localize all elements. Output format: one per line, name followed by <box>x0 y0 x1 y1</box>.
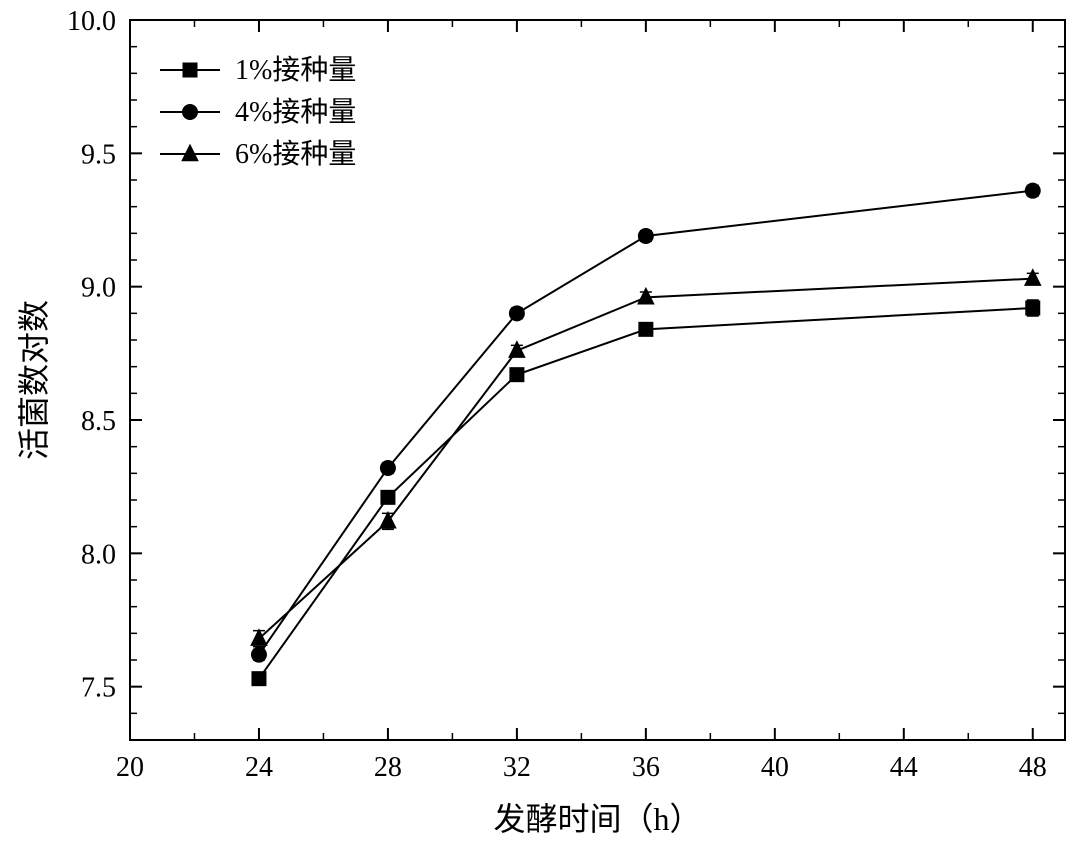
data-marker <box>509 306 524 321</box>
y-tick-label: 9.0 <box>81 273 116 304</box>
data-marker <box>1025 183 1040 198</box>
y-tick-label: 9.5 <box>81 139 116 170</box>
legend-marker <box>183 105 198 120</box>
legend-label: 6%接种量 <box>235 138 356 170</box>
x-tick-label: 20 <box>116 752 144 783</box>
x-tick-label: 48 <box>1019 752 1047 783</box>
x-tick-label: 40 <box>761 752 789 783</box>
legend-label: 1%接种量 <box>235 54 356 86</box>
data-marker <box>638 229 653 244</box>
x-tick-label: 28 <box>374 752 402 783</box>
data-marker <box>381 490 395 504</box>
data-marker <box>1026 301 1040 315</box>
chart-svg: 20 24 28 32 36 40 44 48 发酵时间（h） 7.5 8.0 8.5 9.0 9.5 10… <box>0 0 1085 847</box>
y-tick-label: 8.5 <box>81 406 116 437</box>
y-tick-label: 8.0 <box>81 539 116 570</box>
x-tick-label: 24 <box>245 752 273 783</box>
data-marker <box>510 368 524 382</box>
legend-label: 4%接种量 <box>235 96 356 128</box>
x-axis-title: 发酵时间（h） <box>493 801 701 837</box>
legend: 1%接种量 4%接种量 6%接种量 <box>160 54 356 170</box>
x-tick-label: 32 <box>503 752 531 783</box>
chart-container: 20 24 28 32 36 40 44 48 发酵时间（h） 7.5 8.0 8.5 9.0 9.5 10… <box>0 0 1085 847</box>
plot-area <box>130 20 1065 740</box>
data-marker <box>252 672 266 686</box>
data-marker <box>639 322 653 336</box>
x-tick-label: 44 <box>890 752 918 783</box>
data-marker <box>380 461 395 476</box>
y-axis-title: 活菌数对数 <box>16 300 52 460</box>
y-tick-label: 10.0 <box>67 6 116 37</box>
x-tick-label: 36 <box>632 752 660 783</box>
data-marker <box>251 647 266 662</box>
y-tick-label: 7.5 <box>81 673 116 704</box>
legend-marker <box>183 63 197 77</box>
